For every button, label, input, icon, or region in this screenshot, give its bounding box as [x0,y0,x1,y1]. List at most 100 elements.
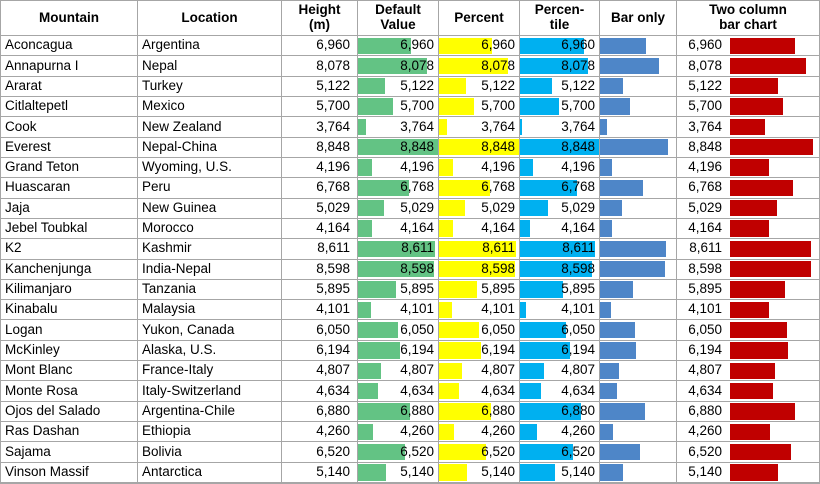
percent-cell: 5,700 [439,96,520,118]
percent-cell: 5,140 [439,462,520,483]
default-value-label: 6,194 [400,342,434,357]
percentile-label: 3,764 [561,118,595,134]
percentile-databar [520,78,552,95]
bar-only-databar [600,57,660,75]
mountain-cell: Mont Blanc [1,361,138,382]
mountain-cell: Kilimanjaro [1,279,138,301]
location-cell: India-Nepal [138,259,282,280]
bar-only-databar [600,220,612,237]
two-column-chart-cell: 5,895 [677,279,819,301]
default-value-databar [358,362,381,379]
percentile-cell: 8,611 [520,239,600,260]
percent-label: 4,807 [481,362,515,378]
bar-only-cell [600,137,677,158]
two-column-value-label: 4,164 [688,220,722,236]
height-cell: 6,050 [282,320,358,341]
header-height: Height (m) [282,1,358,36]
mountain-cell: Cook [1,117,138,138]
bar-only-databar [600,200,623,217]
percent-cell: 6,194 [439,340,520,362]
bar-only-cell [600,56,677,77]
bar-only-databar [600,37,646,54]
mountain-cell: Monte Rosa [1,381,138,402]
two-column-red-bar [730,37,796,54]
percent-cell: 8,848 [439,137,520,158]
two-column-chart-cell: 8,598 [677,259,819,280]
two-column-red-bar [730,443,792,461]
two-column-chart-cell: 4,164 [677,218,819,240]
two-column-value-label: 5,140 [688,463,722,479]
percentile-label: 6,960 [561,37,595,53]
height-cell: 8,611 [282,239,358,260]
two-column-bar-track [730,139,813,156]
bar-only-databar [600,118,607,136]
two-column-bar-track [730,342,813,359]
height-cell: 5,122 [282,76,358,97]
two-column-red-bar [730,159,770,176]
bar-only-databar [600,281,633,298]
mountain-cell: Ararat [1,76,138,97]
two-column-red-bar [730,98,784,115]
default-value-label: 8,078 [400,57,434,73]
two-column-red-bar [730,321,787,339]
default-value-cell: 4,260 [358,422,439,443]
percent-label: 8,078 [481,57,515,73]
bar-only-databar [600,362,620,379]
two-column-value-label: 4,196 [688,159,722,175]
height-cell: 4,634 [282,381,358,402]
percentile-cell: 6,880 [520,401,600,423]
two-column-chart-cell: 4,807 [677,361,819,382]
two-column-bar-track [730,423,813,440]
percentile-databar [520,37,585,54]
percentile-databar [520,281,563,298]
mountain-cell: Grand Teton [1,157,138,179]
location-cell: Turkey [138,76,282,97]
height-cell: 5,140 [282,462,358,483]
two-column-chart-cell: 6,768 [677,178,819,199]
default-value-label: 8,848 [400,138,434,154]
default-value-databar [358,220,372,237]
two-column-red-bar [730,200,778,217]
location-cell: Malaysia [138,300,282,321]
percent-cell: 8,598 [439,259,520,280]
height-cell: 8,598 [282,259,358,280]
default-value-cell: 5,029 [358,198,439,219]
location-cell: Nepal [138,56,282,77]
two-column-red-bar [730,464,779,481]
two-column-chart-cell: 8,611 [677,239,819,260]
bar-only-cell [600,178,677,199]
default-value-label: 5,700 [400,98,434,114]
percentile-databar [520,179,578,197]
percentile-label: 4,164 [561,220,595,236]
mountain-cell: Huascaran [1,178,138,199]
percentile-label: 4,101 [561,301,595,317]
percent-databar [439,403,492,420]
default-value-label: 3,764 [400,118,434,134]
default-value-databar [358,403,411,420]
percentile-cell: 4,807 [520,361,600,382]
percentile-cell: 5,895 [520,279,600,301]
mountain-cell: Jaja [1,198,138,219]
mountain-cell: Jebel Toubkal [1,218,138,240]
percent-databar [439,301,452,318]
bar-only-cell [600,442,677,463]
percent-label: 6,520 [481,443,515,459]
two-column-value-label: 5,700 [688,98,722,114]
two-column-chart-cell: 4,260 [677,422,819,443]
bar-only-databar [600,423,613,440]
percent-cell: 4,260 [439,422,520,443]
percent-cell: 4,164 [439,218,520,240]
two-column-bar-track [730,159,813,176]
percentile-databar [520,403,581,420]
default-value-cell: 6,768 [358,178,439,199]
height-cell: 5,029 [282,198,358,219]
two-column-value-label: 6,520 [688,443,722,459]
bar-only-cell [600,218,677,240]
default-value-cell: 8,848 [358,137,439,158]
height-cell: 6,520 [282,442,358,463]
default-value-cell: 4,634 [358,381,439,402]
default-value-label: 8,611 [401,240,434,256]
percent-cell: 6,960 [439,36,520,57]
location-cell: Alaska, U.S. [138,340,282,362]
default-value-databar [358,281,397,298]
